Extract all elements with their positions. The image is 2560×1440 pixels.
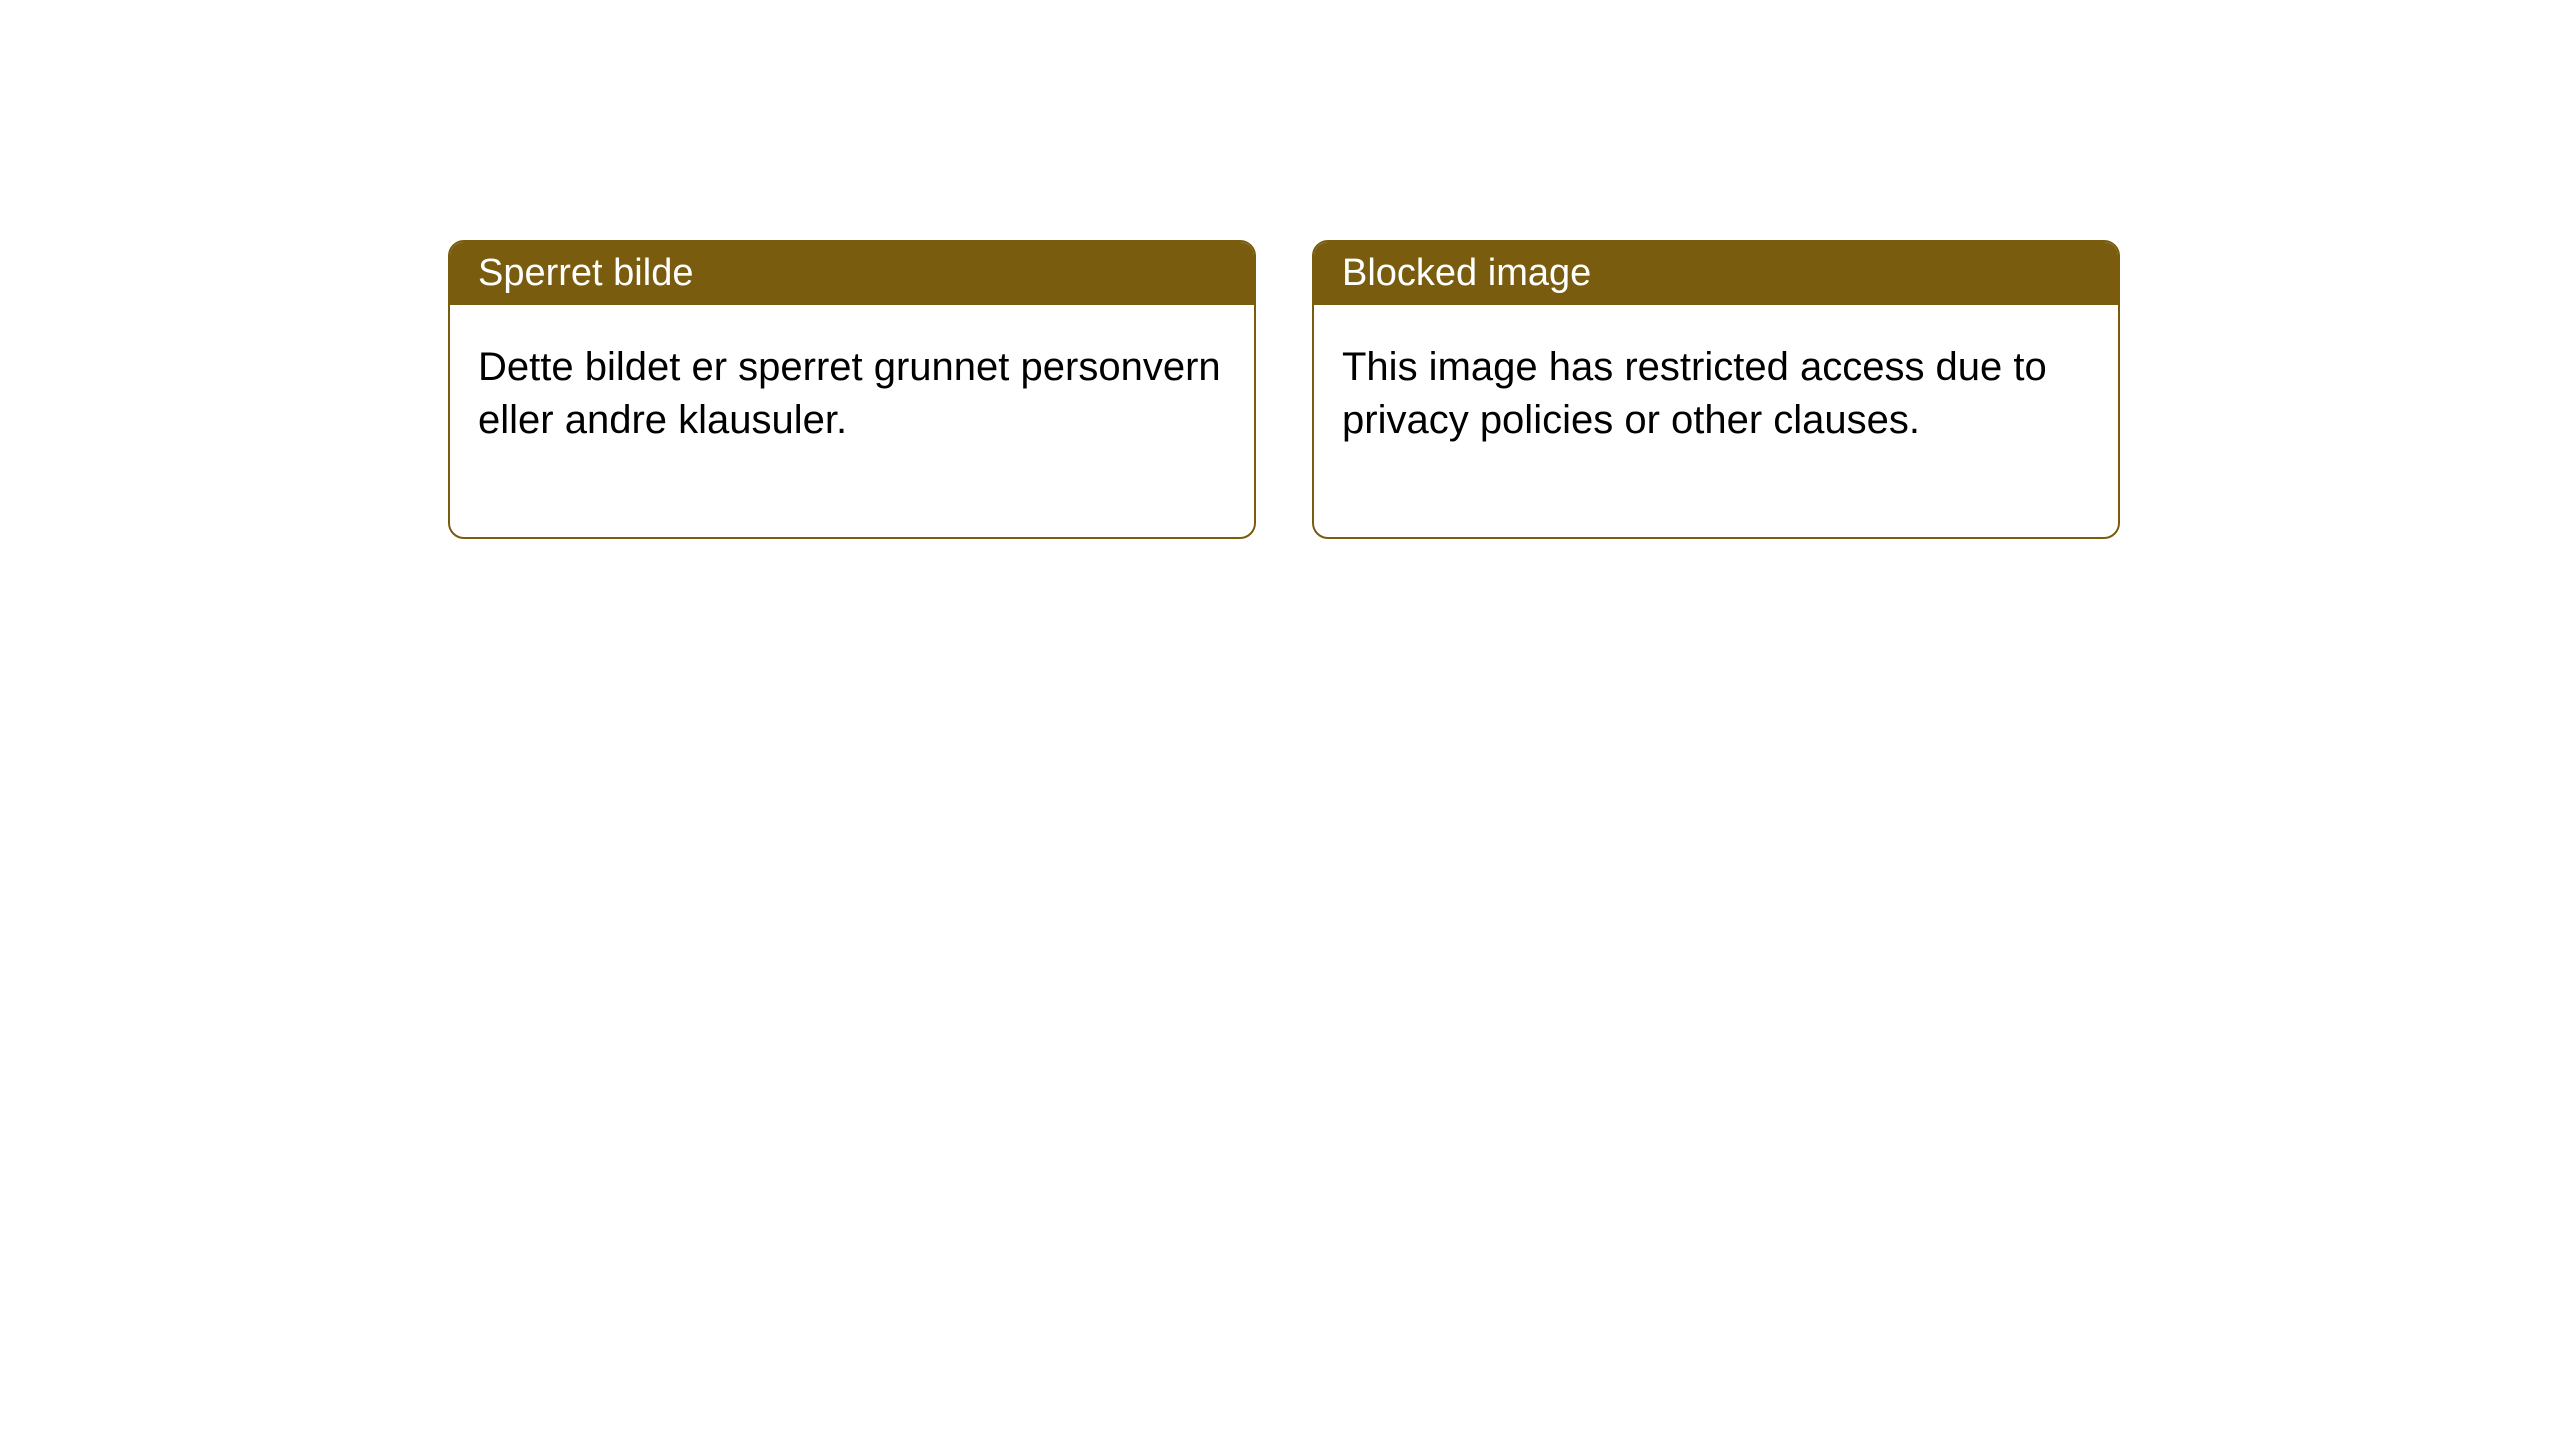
notice-title-norwegian: Sperret bilde [450,242,1254,305]
notice-body-english: This image has restricted access due to … [1314,305,2118,537]
notice-card-english: Blocked image This image has restricted … [1312,240,2120,539]
notice-card-norwegian: Sperret bilde Dette bildet er sperret gr… [448,240,1256,539]
notice-title-english: Blocked image [1314,242,2118,305]
notice-body-norwegian: Dette bildet er sperret grunnet personve… [450,305,1254,537]
notice-container: Sperret bilde Dette bildet er sperret gr… [0,0,2560,539]
